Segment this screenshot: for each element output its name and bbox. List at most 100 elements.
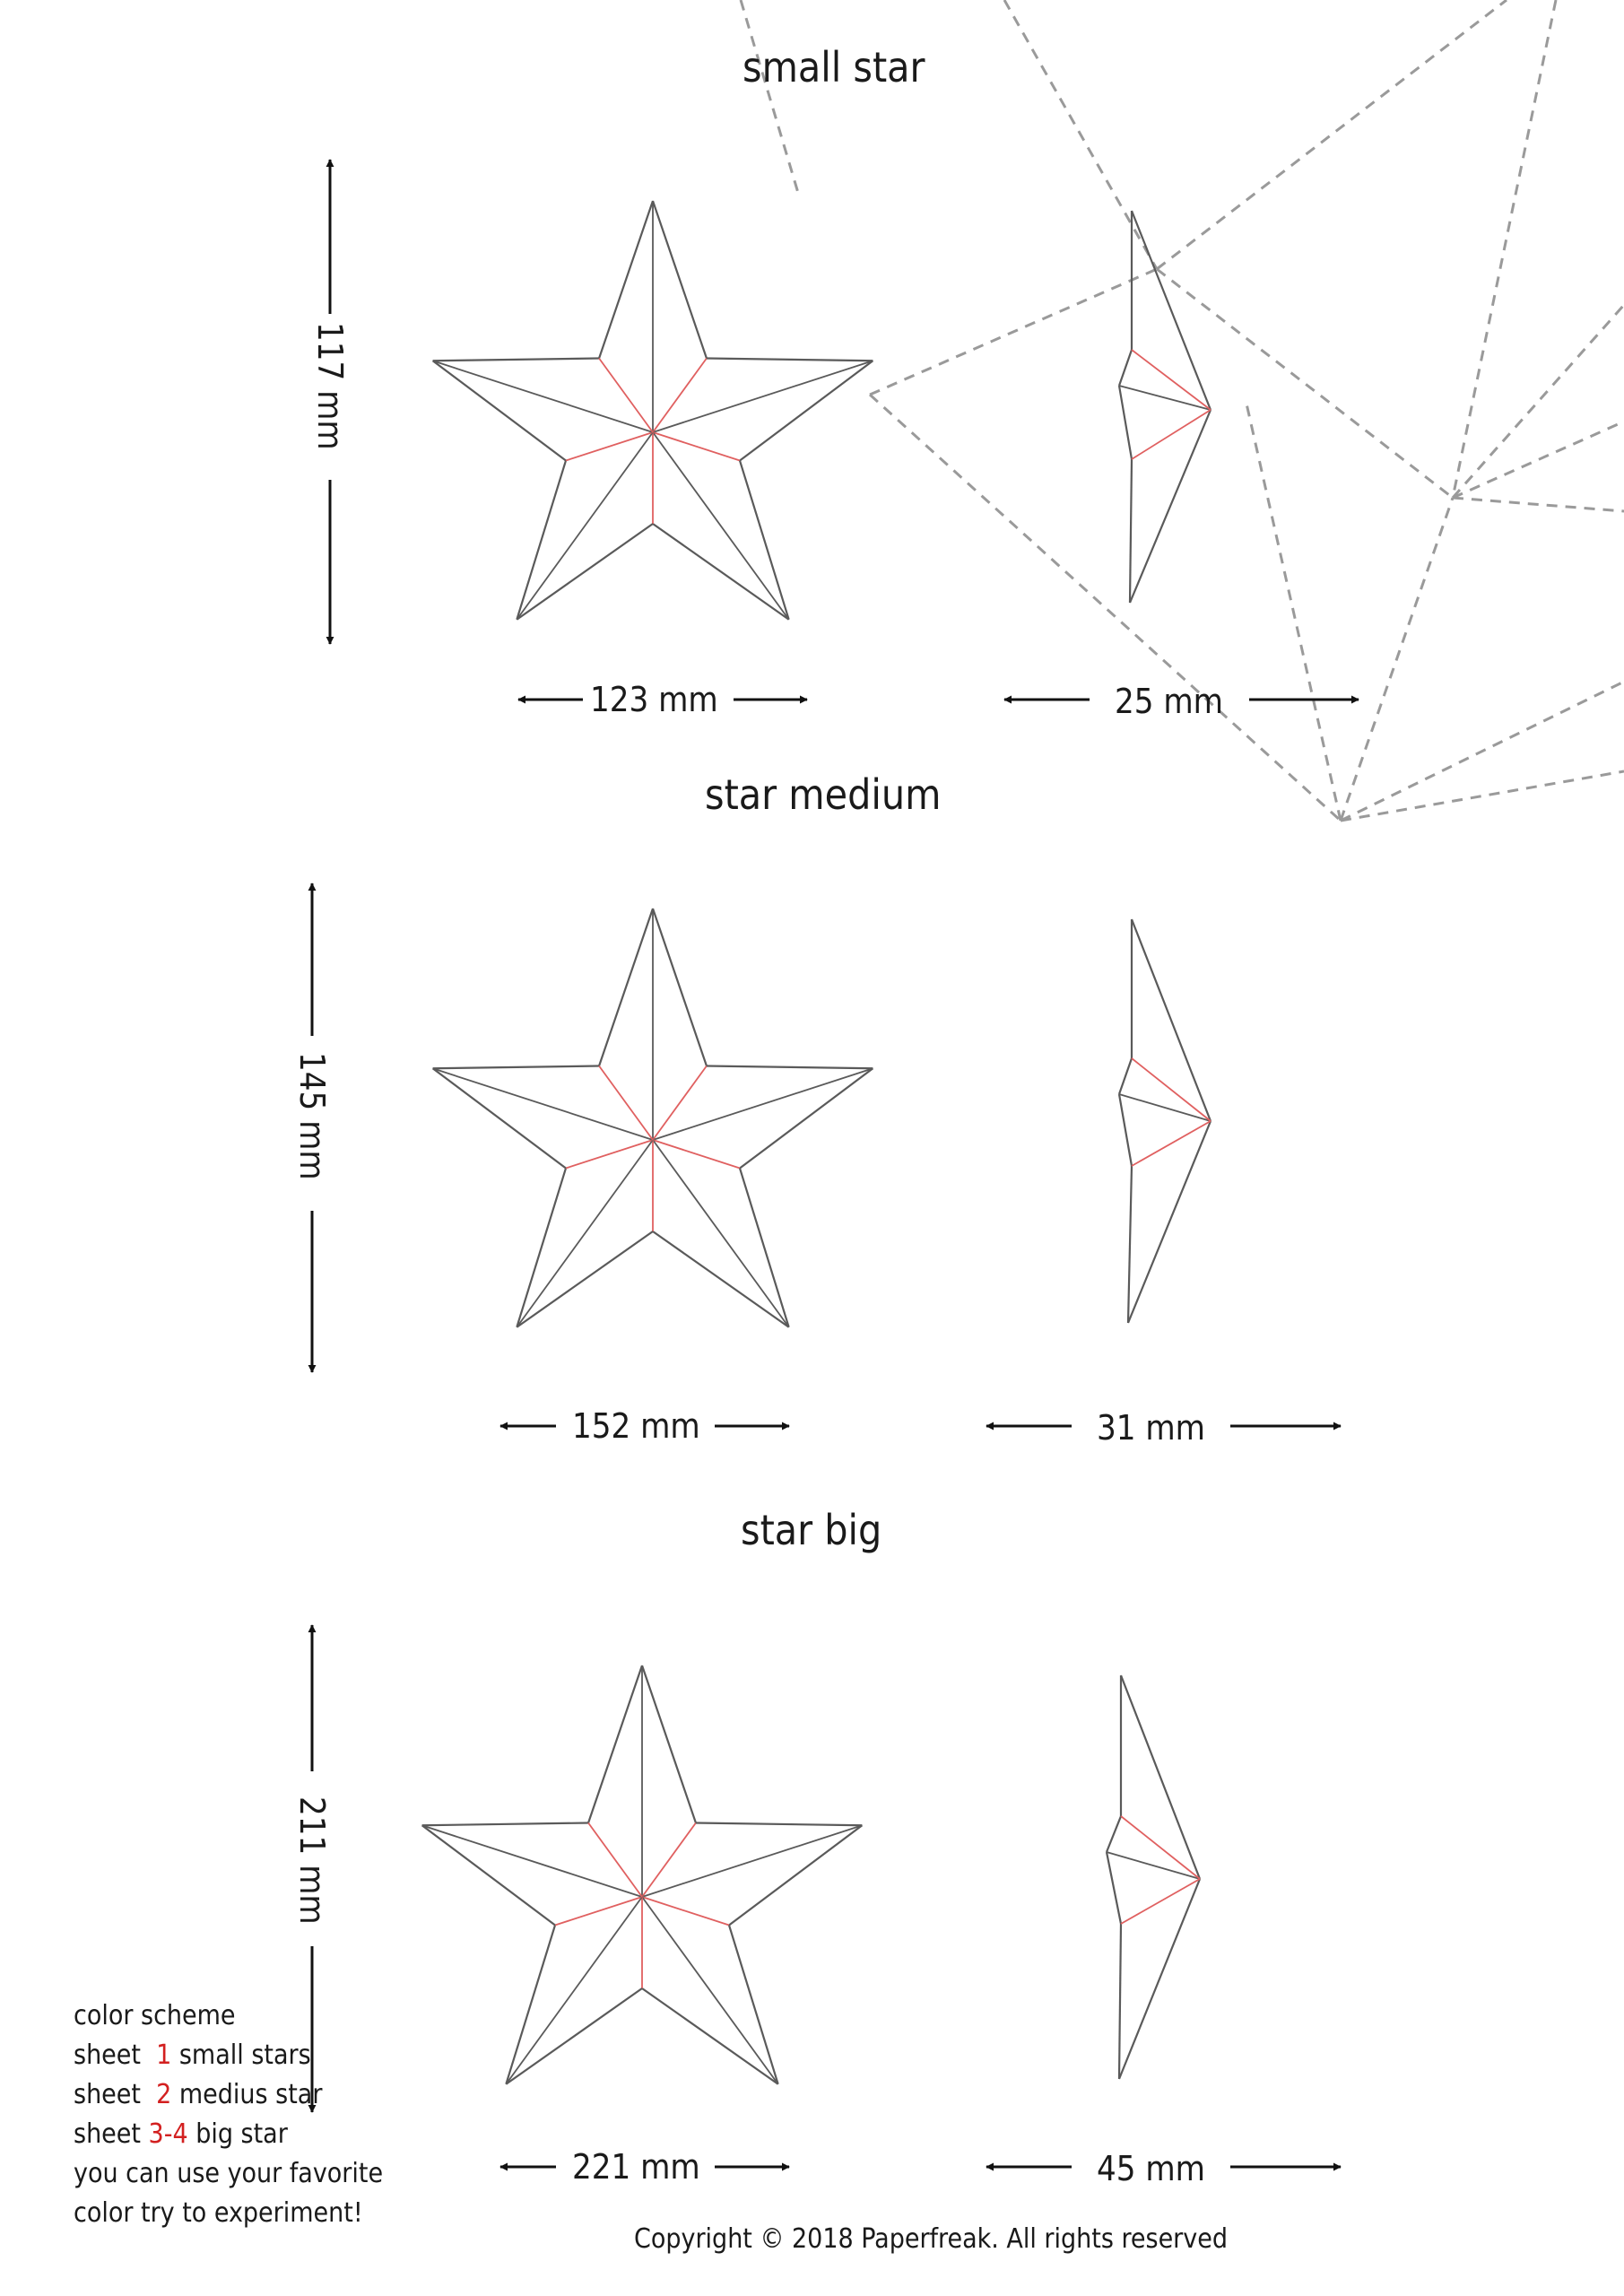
star-outline xyxy=(706,357,873,362)
side-outline xyxy=(1130,918,1212,1122)
star-outline xyxy=(431,360,567,462)
star-ridge xyxy=(432,360,654,433)
star-ridge xyxy=(641,1824,863,1898)
star-outline xyxy=(516,523,654,621)
star-outline xyxy=(728,1824,864,1926)
star-outline xyxy=(652,1231,790,1328)
width-label-medium: 152 mm xyxy=(572,1406,700,1446)
side-fold-line xyxy=(1131,349,1211,411)
star-fold-line xyxy=(598,1065,654,1141)
star-ridge xyxy=(652,1067,873,1141)
side-outline xyxy=(1128,458,1133,604)
star-outline xyxy=(505,1987,643,2085)
star-outline xyxy=(516,460,568,621)
star-outline xyxy=(641,1987,779,2085)
dimension-arrows xyxy=(308,159,1359,2171)
depth-label-big: 45 mm xyxy=(1097,2149,1205,2188)
side-fold-line xyxy=(1131,1120,1211,1167)
color-scheme-legend: color scheme sheet 1 small stars sheet 2… xyxy=(74,1996,383,2233)
width-label-small: 123 mm xyxy=(590,680,718,719)
star-outline xyxy=(432,357,600,362)
star-ridge xyxy=(516,1139,654,1328)
star-outline xyxy=(516,1168,568,1328)
side-ridge xyxy=(1118,385,1211,411)
background-dashed-lines xyxy=(739,0,1624,822)
section-title-small: small star xyxy=(743,43,925,91)
star-outline xyxy=(738,1168,790,1328)
star-outline xyxy=(432,1065,600,1070)
star-ridge xyxy=(652,360,873,433)
section-title-medium: star medium xyxy=(705,770,942,819)
star-outline xyxy=(738,460,790,621)
side-outline xyxy=(1117,1093,1133,1167)
legend-note-2: color try to experiment! xyxy=(74,2197,363,2229)
star-fold-line xyxy=(598,357,654,433)
star-fold-line xyxy=(652,431,741,462)
star-fold-line xyxy=(565,1139,654,1170)
legend-sheet-number: 3-4 xyxy=(148,2118,188,2150)
side-outline xyxy=(1117,1923,1123,2080)
side-fold-line xyxy=(1131,1057,1211,1122)
star-outline xyxy=(727,1925,779,2085)
copyright-notice: Copyright © 2018 Paperfreak. All rights … xyxy=(634,2223,1228,2255)
side-outline xyxy=(1130,210,1212,411)
star-outline xyxy=(431,1067,567,1170)
star-fold-line xyxy=(641,1896,730,1926)
side-ridge xyxy=(1118,1093,1211,1122)
side-outline xyxy=(1117,1057,1133,1095)
star-drawings xyxy=(421,200,1212,2085)
star-outline xyxy=(695,1822,863,1827)
star-outline xyxy=(421,1824,556,1926)
star-ridge xyxy=(432,1067,654,1141)
star-fold-line xyxy=(652,1065,708,1141)
star-ridge xyxy=(652,431,790,621)
star-outline xyxy=(598,908,655,1066)
star-outline xyxy=(587,1665,644,1823)
side-outline xyxy=(1126,1120,1212,1324)
star-outline xyxy=(505,1925,557,2085)
star-outline xyxy=(706,1065,873,1070)
star-fold-line xyxy=(565,431,654,462)
height-label-big: 211 mm xyxy=(292,1796,332,1925)
side-outline xyxy=(1119,1674,1202,1880)
side-outline xyxy=(1117,385,1133,460)
star-ridge xyxy=(652,1139,790,1328)
star-fold-line xyxy=(652,357,708,433)
star-outline xyxy=(652,523,790,621)
side-outline xyxy=(1128,409,1212,604)
star-ridge xyxy=(641,1896,779,2085)
side-outline xyxy=(1117,1878,1202,2080)
star-outline xyxy=(640,1665,697,1823)
depth-label-small: 25 mm xyxy=(1115,682,1223,721)
star-outline xyxy=(421,1822,589,1827)
side-outline xyxy=(1126,1165,1133,1324)
star-ridge xyxy=(421,1824,643,1898)
star-outline xyxy=(651,908,708,1066)
legend-sheet-number: 1 xyxy=(156,2039,172,2071)
star-fold-line xyxy=(641,1822,697,1898)
side-fold-line xyxy=(1131,409,1211,460)
side-ridge xyxy=(1106,1851,1201,1880)
star-ridge xyxy=(516,431,654,621)
section-title-big: star big xyxy=(741,1506,882,1554)
star-outline xyxy=(739,360,874,462)
star-fold-line xyxy=(652,1139,741,1170)
legend-sheet-number: 2 xyxy=(156,2079,172,2110)
star-fold-line xyxy=(587,1822,643,1898)
height-label-medium: 145 mm xyxy=(292,1052,332,1180)
side-outline xyxy=(1117,349,1133,387)
height-label-small: 117 mm xyxy=(310,322,350,450)
legend-heading: color scheme xyxy=(74,2000,236,2031)
legend-row-3: sheet 3-4 big star xyxy=(74,2118,288,2150)
legend-note-1: you can use your favorite xyxy=(74,2158,384,2189)
star-outline xyxy=(739,1067,874,1170)
side-outline xyxy=(1105,1851,1123,1925)
legend-row-1: sheet 1 small stars xyxy=(74,2039,311,2071)
star-outline xyxy=(651,200,708,359)
side-fold-line xyxy=(1120,1878,1201,1925)
star-outline xyxy=(598,200,655,359)
star-fold-line xyxy=(554,1896,643,1926)
legend-row-2: sheet 2 medius star xyxy=(74,2079,323,2110)
side-outline xyxy=(1105,1815,1123,1853)
